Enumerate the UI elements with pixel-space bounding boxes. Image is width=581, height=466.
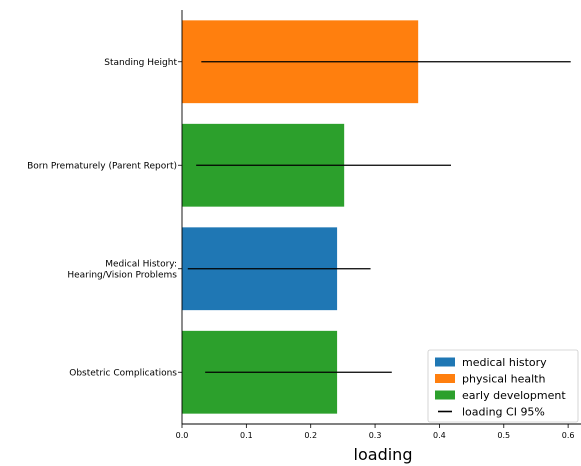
category-label: Hearing/Vision Problems — [67, 270, 177, 280]
category-label: Standing Height — [104, 58, 177, 68]
legend-label: medical history — [462, 356, 547, 369]
x-tick-label: 0.1 — [240, 431, 253, 440]
legend-label: physical health — [462, 373, 545, 386]
category-label: Born Prematurely (Parent Report) — [27, 161, 177, 171]
legend-swatch — [435, 390, 455, 400]
legend-swatch — [435, 357, 455, 367]
category-label: Obstetric Complications — [69, 368, 177, 378]
legend-box — [427, 349, 579, 423]
legend-label: loading CI 95% — [462, 406, 545, 419]
legend-label: early development — [462, 389, 566, 402]
x-tick-label: 0.0 — [176, 431, 189, 440]
x-tick-label: 0.3 — [369, 431, 382, 440]
x-tick-label: 0.6 — [562, 431, 575, 440]
legend: medical history physical health early deve… — [427, 349, 579, 423]
legend-swatch — [435, 374, 455, 383]
axes-layer: Standing Height Born Prematurely (Parent … — [27, 10, 581, 464]
bars-layer — [182, 20, 419, 414]
x-axis-title: loading — [354, 445, 413, 464]
ci-lines-layer — [187, 61, 571, 373]
category-label: Medical History: — [105, 259, 177, 269]
x-tick-label: 0.2 — [304, 431, 317, 440]
x-tick-label: 0.4 — [433, 431, 446, 440]
x-tick-label: 0.5 — [497, 431, 510, 440]
